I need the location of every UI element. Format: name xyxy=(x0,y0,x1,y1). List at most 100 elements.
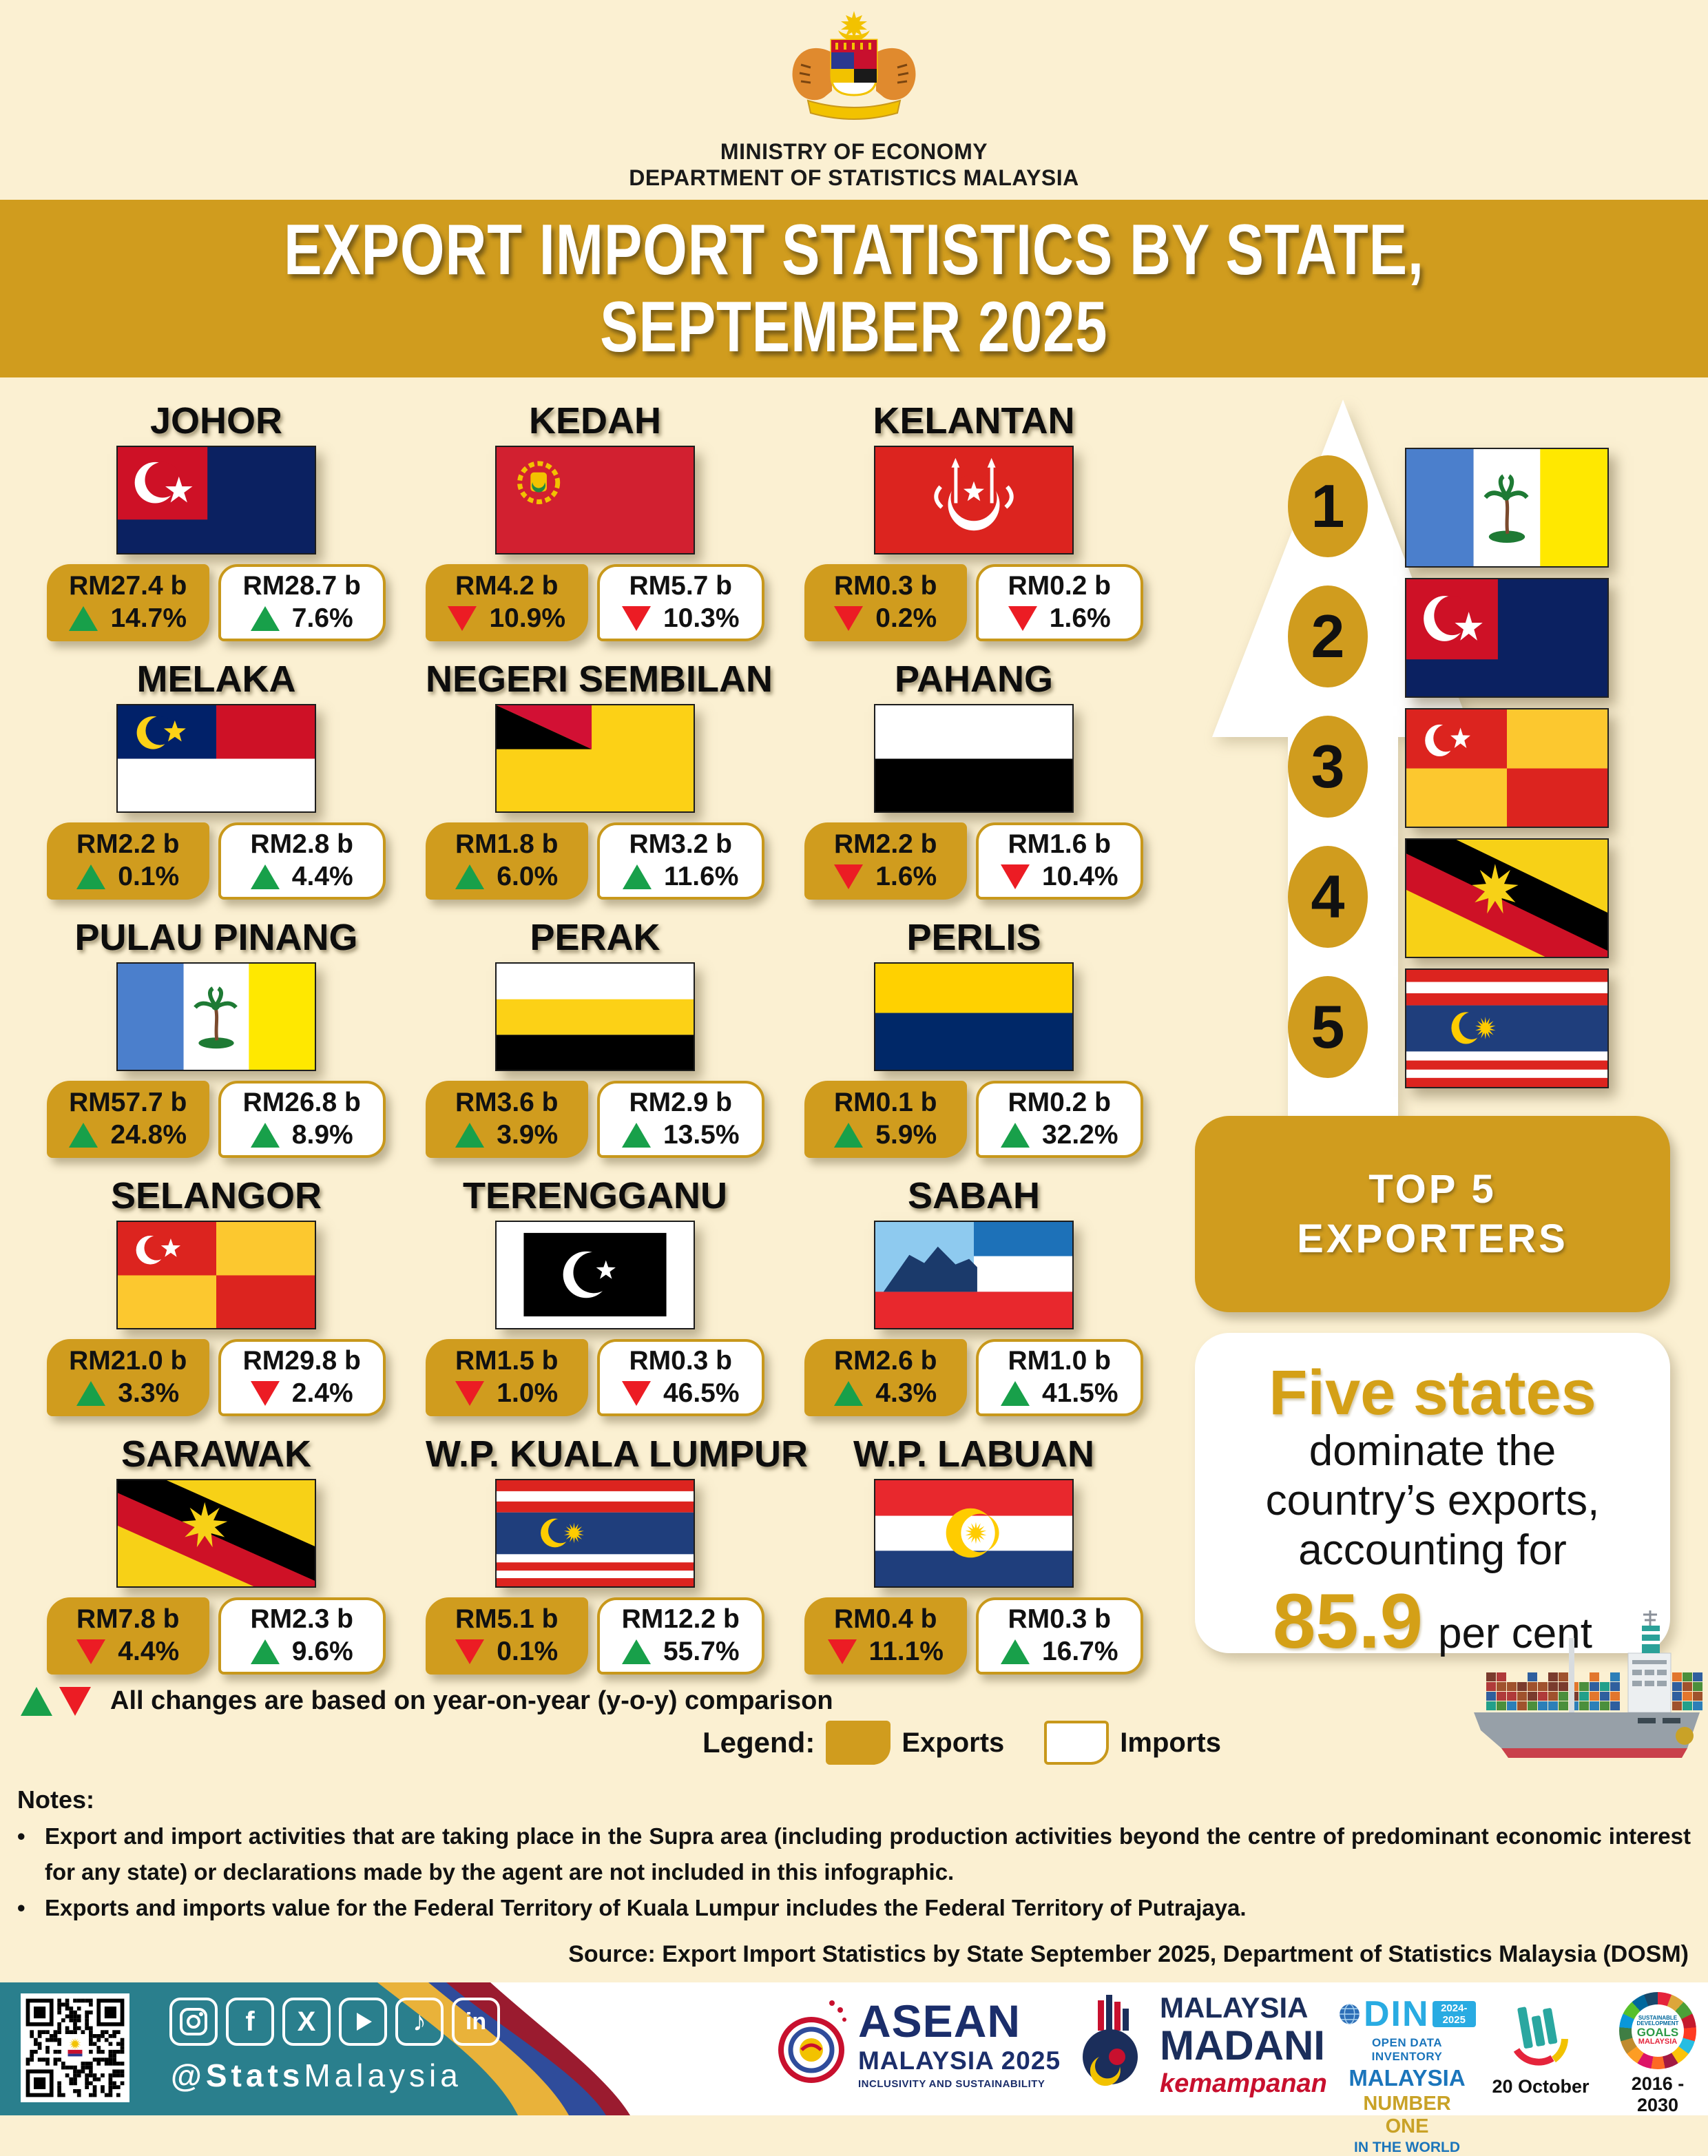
highlight-headline: Five states xyxy=(1269,1358,1596,1428)
import-value-box: RM2.9 b 13.5% xyxy=(596,1081,764,1158)
sdg-wheel-icon: SUSTAINABLE DEVELOPMENT GOALS MALAYSIA xyxy=(1619,1992,1696,2069)
flag-pahang xyxy=(874,704,1074,813)
sdg-goals: GOALS xyxy=(1636,2026,1679,2039)
facebook-icon[interactable]: f xyxy=(226,1998,274,2046)
madani-line2: MADANI xyxy=(1160,2022,1325,2069)
flag-selangor xyxy=(116,1221,316,1329)
top5-badge-line1: TOP 5 xyxy=(1368,1166,1497,1212)
import-value-box: RM3.2 b 11.6% xyxy=(596,822,764,900)
rank-number-badge: 1 xyxy=(1288,455,1368,557)
export-value-box: RM2.2 b 0.1% xyxy=(47,822,209,900)
state-name: KELANTAN xyxy=(873,400,1075,442)
page-title-line1: EXPORT IMPORT STATISTICS BY STATE, xyxy=(284,210,1424,290)
export-value-box: RM1.5 b 1.0% xyxy=(426,1339,588,1416)
export-value-box: RM7.8 b 4.4% xyxy=(47,1597,209,1675)
state-name: PULAU PINANG xyxy=(74,917,358,958)
export-value-box: RM57.7 b 24.8% xyxy=(47,1081,209,1158)
import-change: 1.6% xyxy=(1049,603,1111,633)
export-value: RM0.1 b xyxy=(833,1088,937,1117)
export-trend-icon xyxy=(76,1639,106,1664)
flag-labuan xyxy=(874,1479,1074,1588)
export-value: RM0.4 b xyxy=(833,1604,937,1634)
exports-share-unit: per cent xyxy=(1437,1610,1592,1657)
yoy-note: All changes are based on year-on-year (y… xyxy=(21,1686,833,1716)
state-name: PAHANG xyxy=(894,659,1053,700)
madani-emblem-icon xyxy=(1083,1995,1138,2086)
legend: Legend: Exports Imports xyxy=(702,1721,1221,1765)
header: MINISTRY OF ECONOMY DEPARTMENT OF STATIS… xyxy=(0,0,1708,200)
import-change: 8.9% xyxy=(291,1120,353,1150)
export-change: 4.3% xyxy=(875,1378,937,1408)
malaysia-coat-of-arms xyxy=(792,11,916,120)
import-trend-icon xyxy=(250,864,280,889)
state-name: W.P. LABUAN xyxy=(853,1433,1095,1475)
import-change: 10.3% xyxy=(663,603,740,633)
asean-subtitle: MALAYSIA 2025 xyxy=(858,2046,1061,2075)
export-value: RM1.5 b xyxy=(455,1346,559,1376)
state-card: JOHOR RM27.4 b 14.7% RM28.7 b 7.6% xyxy=(47,402,386,641)
state-card: PERAK RM3.6 b 3.9% RM2.9 b 13.5% xyxy=(426,918,764,1158)
flag-pulau-pinang xyxy=(116,962,316,1071)
import-trend-icon xyxy=(621,1381,651,1406)
top5-rank-row: 3 xyxy=(1281,708,1612,828)
import-value-box: RM0.2 b 1.6% xyxy=(975,564,1143,641)
state-name: TERENGGANU xyxy=(462,1175,727,1216)
highlight-line3: accounting for xyxy=(1298,1526,1567,1574)
note-text-2: Exports and imports value for the Federa… xyxy=(45,1895,1247,1920)
export-value: RM2.6 b xyxy=(833,1346,937,1376)
export-change: 4.4% xyxy=(118,1637,180,1666)
export-value-box: RM0.1 b 5.9% xyxy=(804,1081,967,1158)
notes-title: Notes: xyxy=(17,1785,95,1814)
import-value: RM0.3 b xyxy=(629,1346,733,1376)
legend-exports: Exports xyxy=(902,1727,1005,1758)
instagram-icon[interactable] xyxy=(169,1998,218,2046)
import-value-box: RM26.8 b 8.9% xyxy=(218,1081,386,1158)
export-change: 0.1% xyxy=(497,1637,559,1666)
crest-tiger-right xyxy=(876,48,916,101)
export-value: RM21.0 b xyxy=(69,1346,187,1376)
x-twitter-icon[interactable]: X xyxy=(282,1998,331,2046)
import-trend-icon xyxy=(621,1123,651,1148)
state-card: SARAWAK RM7.8 b 4.4% RM2.3 b 9.6% xyxy=(47,1435,386,1675)
export-value: RM4.2 b xyxy=(455,571,559,601)
export-trend-icon xyxy=(455,864,485,889)
top5-exporters-badge: TOP 5 EXPORTERS xyxy=(1195,1116,1670,1312)
legend-imports: Imports xyxy=(1120,1727,1221,1758)
top5-badge-line2: EXPORTERS xyxy=(1297,1216,1568,1261)
import-value-box: RM0.3 b 46.5% xyxy=(596,1339,764,1416)
youtube-icon[interactable] xyxy=(339,1998,387,2046)
flag-perak xyxy=(495,962,695,1071)
export-value-box: RM21.0 b 3.3% xyxy=(47,1339,209,1416)
export-value: RM27.4 b xyxy=(69,571,187,601)
rank-number-badge: 2 xyxy=(1288,585,1368,687)
highlight-line1: dominate the xyxy=(1309,1427,1556,1475)
import-value: RM0.3 b xyxy=(1008,1604,1112,1634)
social-handle: @StatsMalaysia xyxy=(171,2057,462,2094)
export-trend-icon xyxy=(69,606,98,631)
import-trend-icon xyxy=(621,606,651,631)
rank-flag-selangor xyxy=(1405,708,1609,828)
import-value-box: RM5.7 b 10.3% xyxy=(596,564,764,641)
import-trend-icon xyxy=(1000,1123,1030,1148)
export-value: RM5.1 b xyxy=(455,1604,559,1634)
import-trend-icon xyxy=(1000,864,1030,889)
import-trend-icon xyxy=(250,1381,280,1406)
asean-title: ASEAN xyxy=(858,1996,1021,2046)
odin-line3: NUMBER ONE xyxy=(1363,2093,1451,2137)
import-value: RM5.7 b xyxy=(629,571,733,601)
tiktok-icon[interactable]: ♪ xyxy=(395,1998,444,2046)
export-trend-icon xyxy=(834,864,864,889)
import-value-box: RM29.8 b 2.4% xyxy=(218,1339,386,1416)
state-card: PULAU PINANG RM57.7 b 24.8% RM26.8 b xyxy=(47,917,386,1158)
asean-tagline: INCLUSIVITY AND SUSTAINABILITY xyxy=(858,2078,1045,2090)
social-icons: f X ♪ in xyxy=(169,1998,500,2046)
linkedin-icon[interactable]: in xyxy=(452,1998,500,2046)
exports-swatch xyxy=(826,1721,891,1765)
export-change: 5.9% xyxy=(875,1120,937,1150)
highlight-callout: Five states dominate the country’s expor… xyxy=(1195,1333,1670,1664)
import-change: 4.4% xyxy=(291,862,353,891)
import-trend-icon xyxy=(623,864,652,889)
odin-name: DIN xyxy=(1364,1994,1430,2034)
export-change: 6.0% xyxy=(497,862,559,891)
import-value: RM1.6 b xyxy=(1008,829,1112,859)
